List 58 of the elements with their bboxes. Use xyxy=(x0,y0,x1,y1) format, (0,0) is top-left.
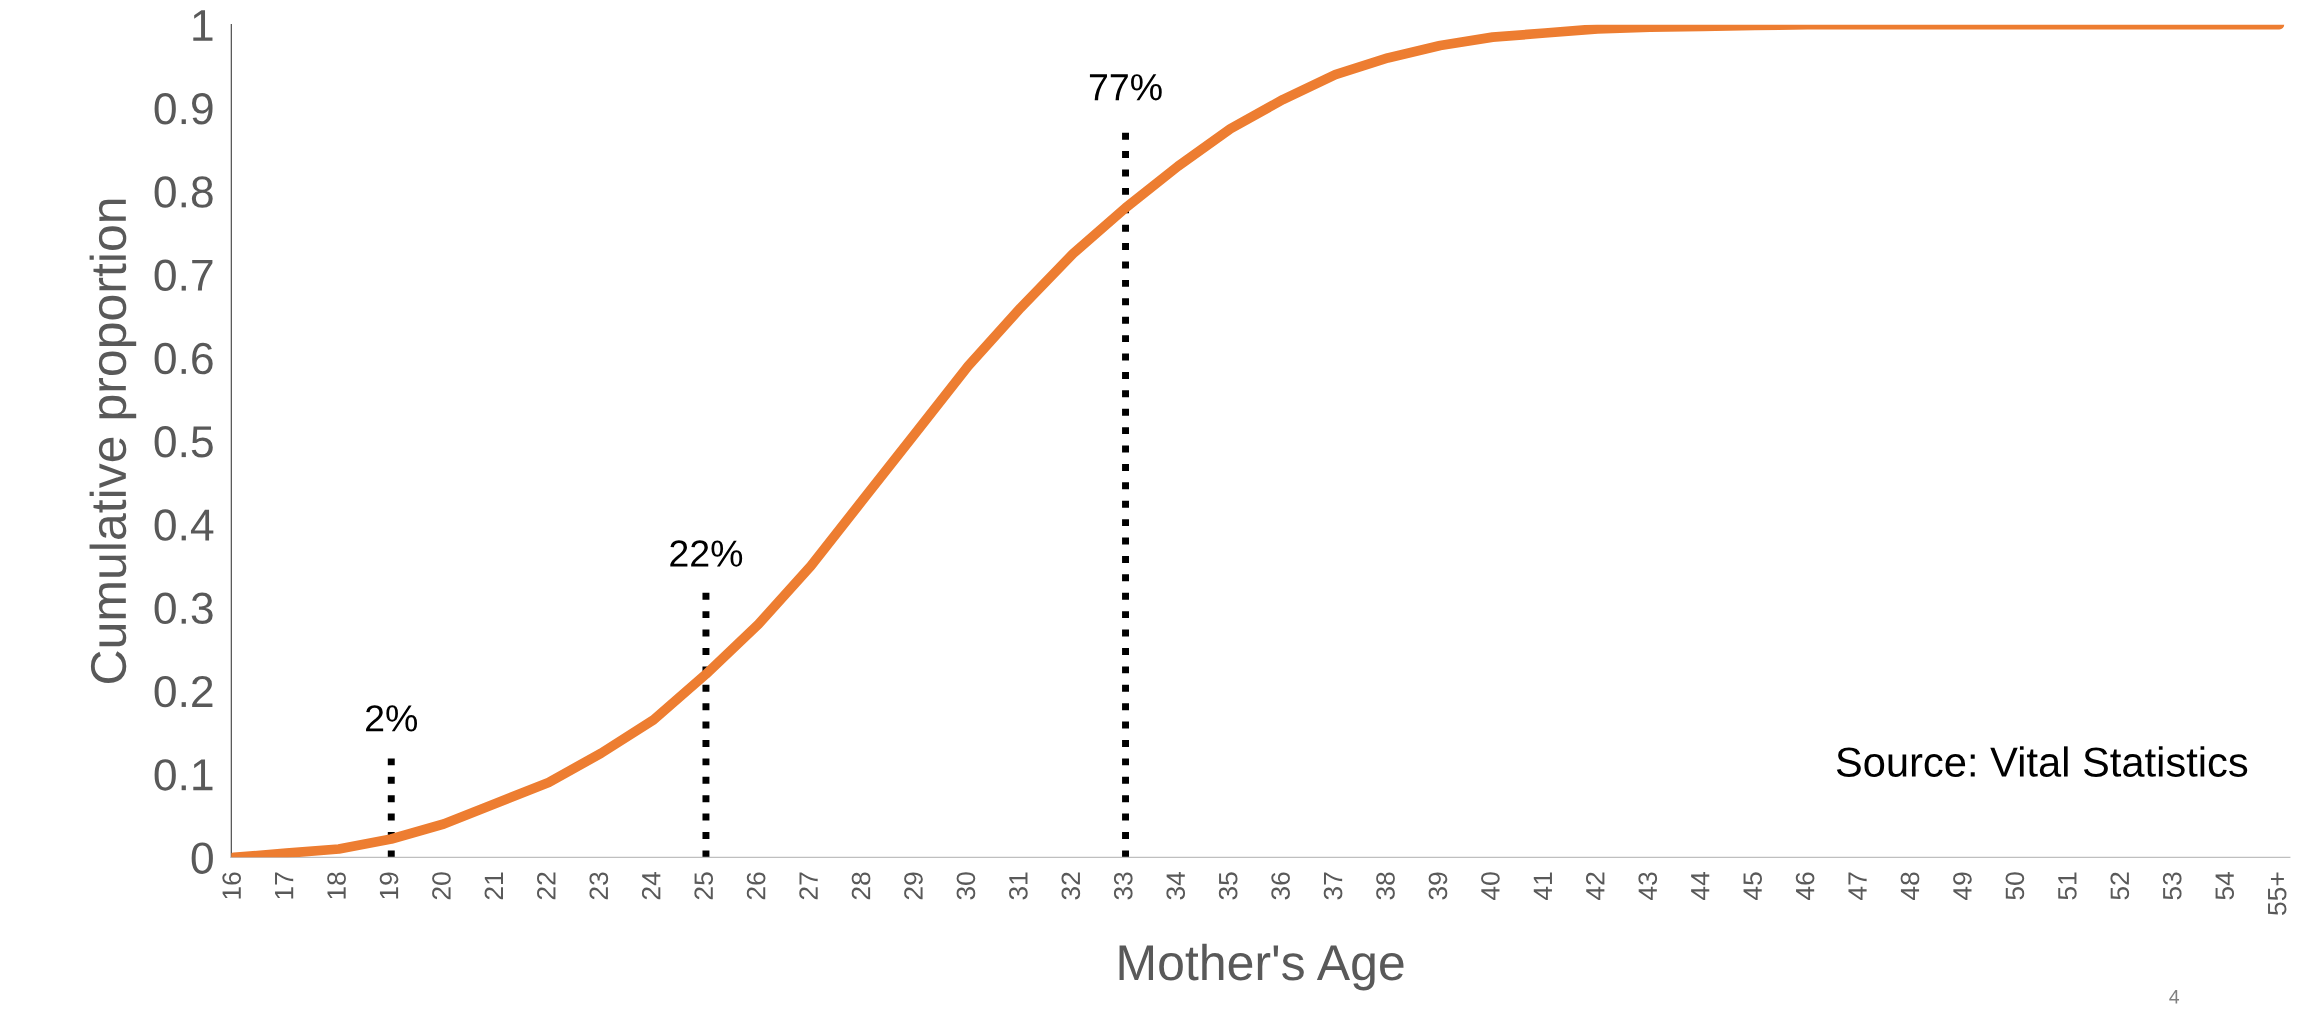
x-tick-label: 41 xyxy=(1533,872,1552,900)
x-tick-label: 51 xyxy=(2058,872,2077,900)
y-tick-label: 0.2 xyxy=(154,675,213,708)
x-tick-label: 31 xyxy=(1009,872,1028,900)
x-tick-label: 48 xyxy=(1900,872,1920,900)
y-axis-title: Cumulative proportion xyxy=(89,199,137,684)
x-tick-label: 50 xyxy=(2005,872,2025,900)
x-tick-label: 26 xyxy=(746,872,766,900)
x-tick-label: 43 xyxy=(1638,872,1658,900)
x-tick-label: 54 xyxy=(2215,872,2235,900)
x-tick-label: 53 xyxy=(2162,872,2182,900)
x-tick-label: 37 xyxy=(1323,872,1343,900)
annotation: Source: Vital Statistics xyxy=(1836,746,2248,777)
y-tick-label: 0.1 xyxy=(154,759,213,791)
y-tick-label: 0.8 xyxy=(154,176,213,208)
x-tick-label: 42 xyxy=(1585,872,1605,900)
x-tick-label: 34 xyxy=(1166,872,1186,900)
x-tick-label: 21 xyxy=(484,872,503,900)
y-tick-label: 0.9 xyxy=(154,93,213,125)
x-tick-label: 38 xyxy=(1376,872,1395,900)
x-tick-label: 46 xyxy=(1795,872,1815,900)
x-tick-label: 23 xyxy=(589,872,609,900)
x-tick-label: 35 xyxy=(1218,872,1238,900)
y-tick-label: 0.3 xyxy=(154,592,213,625)
x-tick-label: 18 xyxy=(327,872,346,899)
x-tick-label: 28 xyxy=(851,872,871,900)
x-tick-label: 47 xyxy=(1848,872,1867,900)
ref-line-label: 2% xyxy=(366,705,418,732)
ref-line-label: 77% xyxy=(1089,74,1162,101)
x-tick-label: 17 xyxy=(275,872,294,899)
x-tick-label: 24 xyxy=(641,872,661,900)
y-tick-label: 1 xyxy=(193,10,213,41)
ref-line-label: 22% xyxy=(670,540,743,567)
x-tick-label: 25 xyxy=(694,872,714,900)
x-tick-label: 22 xyxy=(537,872,556,900)
x-axis-title: Mother's Age xyxy=(1119,943,1404,991)
x-tick-label: 36 xyxy=(1271,872,1290,900)
x-tick-label: 49 xyxy=(1953,872,1972,900)
x-tick-label: 45 xyxy=(1743,872,1762,900)
y-tick-label: 0.4 xyxy=(154,509,214,541)
y-tick-label: 0 xyxy=(191,842,213,874)
x-tick-label: 29 xyxy=(904,872,923,900)
x-tick-label: 33 xyxy=(1113,872,1133,900)
x-tick-label: 32 xyxy=(1061,872,1081,900)
y-tick-label: 0.5 xyxy=(154,426,213,458)
x-tick-label: 39 xyxy=(1428,872,1448,900)
x-tick-label: 16 xyxy=(222,872,242,899)
x-tick-label: 27 xyxy=(799,872,818,900)
x-tick-label: 55+ xyxy=(2268,872,2287,915)
y-tick-label: 0.6 xyxy=(154,342,213,375)
text: 4 xyxy=(2169,990,2180,1004)
x-tick-label: 40 xyxy=(1481,872,1500,900)
x-tick-label: 20 xyxy=(432,872,451,900)
x-tick-label: 19 xyxy=(379,872,399,899)
x-tick-label: 52 xyxy=(2110,872,2130,900)
x-tick-label: 44 xyxy=(1691,872,1710,900)
y-tick-label: 0.7 xyxy=(154,259,213,292)
x-tick-label: 30 xyxy=(956,872,976,900)
